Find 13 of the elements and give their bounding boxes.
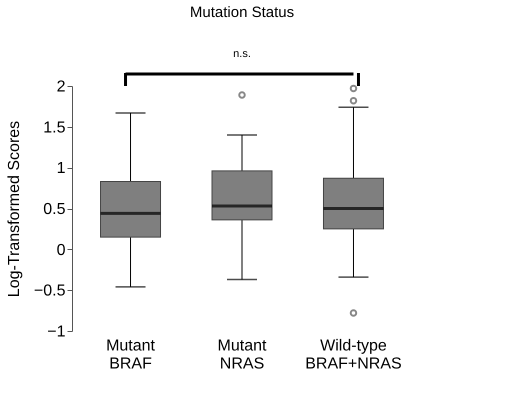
y-tick-label: −1 <box>47 324 66 340</box>
y-tick-label: 1 <box>56 160 66 178</box>
y-tick-label: 2 <box>56 78 66 96</box>
x-tick-label: Mutant NRAS <box>218 338 268 372</box>
y-axis-title: Log-Transformed Scores <box>6 120 23 298</box>
chart-title: Mutation Status <box>190 4 294 21</box>
text: n.s. <box>233 48 251 60</box>
x-tick-label: Wild-type BRAF+NRAS <box>305 338 402 372</box>
x-tick-label: Mutant BRAF <box>106 338 156 372</box>
y-tick-label: 0.5 <box>43 201 66 218</box>
y-tick-label: 0 <box>56 242 66 259</box>
y-tick-label: 1.5 <box>43 119 66 136</box>
y-tick-label: −0.5 <box>34 282 66 300</box>
